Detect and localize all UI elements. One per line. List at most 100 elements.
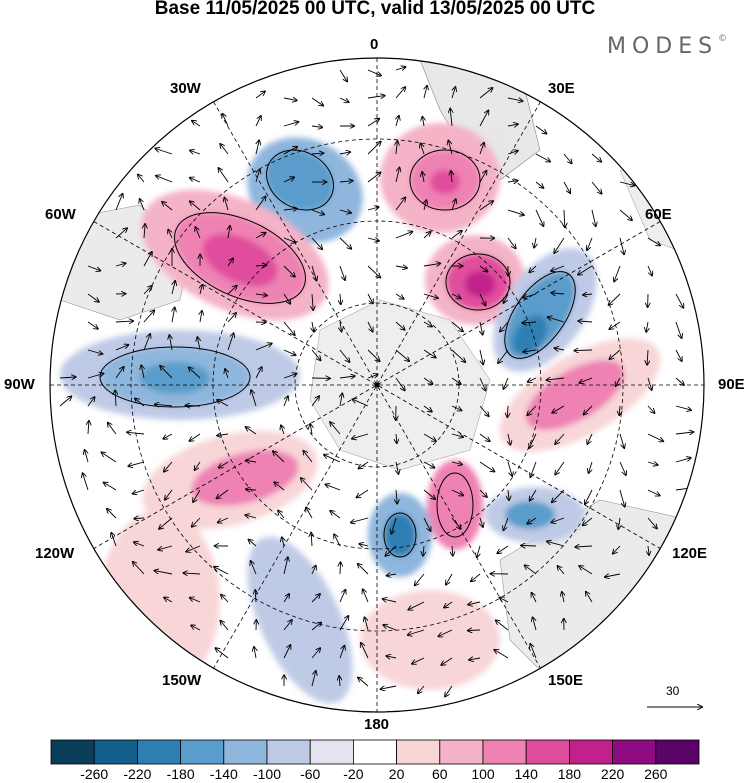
wind-vector [59,396,71,407]
lon-label-0: 0 [370,36,379,53]
wind-vector [423,517,431,531]
wind-vector [311,594,320,603]
colorbar-tick-label: 20 [388,766,405,782]
wind-vector [189,367,201,379]
wind-vector [422,172,424,183]
wind-vector [255,590,256,603]
wind-vector [254,647,256,659]
wind-vector [533,617,537,631]
colorbar-swatch [93,739,138,765]
wind-vector [160,366,173,379]
wind-vector [200,285,202,295]
wind-vector [507,405,508,417]
wind-vector [479,293,486,305]
wind-vector [115,194,123,211]
wind-vector [367,293,373,303]
wind-vector [451,293,461,298]
wind-vector [395,232,412,239]
wind-vector [358,678,369,687]
lon-label-180: 180 [364,716,390,733]
wind-vector [283,349,296,355]
wind-vector [169,335,172,351]
wind-vector [508,433,510,445]
wind-vector [468,602,481,605]
wind-vector [563,153,572,163]
colorbar-tick-label: -60 [300,766,321,782]
lon-label-90w: 90W [4,376,35,393]
positive-anomaly [427,460,483,550]
wind-vector [365,617,369,631]
wind-vector [255,233,266,239]
wind-vector [367,321,373,332]
wind-vector [547,541,565,547]
wind-vector [530,489,537,501]
wind-vector [675,321,682,338]
wind-vector [340,562,341,575]
wind-vector [217,489,229,498]
wind-vector [441,657,453,665]
wind-vector [529,433,537,448]
wind-vector [535,181,543,188]
wind-vector [312,293,313,310]
colorbar-swatch [223,739,268,765]
wind-vector [616,377,621,386]
wind-vector [140,199,145,211]
wind-vector [381,685,397,689]
wind-vector [530,644,537,659]
colorbar-tick-label: -20 [343,766,364,782]
wind-vector [648,545,649,555]
wind-vector [583,517,593,525]
wind-vector [339,237,351,249]
wind-vector [311,396,319,407]
wind-vector [675,377,684,385]
wind-vector [156,176,173,183]
wind-vector [605,574,621,577]
lon-label-120e: 120E [672,545,708,562]
wind-vector [134,518,145,519]
wind-vector [311,97,323,106]
wind-vector [451,434,463,437]
wind-vector [282,537,284,547]
wind-vector [528,378,537,382]
wind-vector [135,399,145,407]
wind-vector [535,209,544,226]
wind-vector [159,517,173,529]
wind-vector [527,405,537,415]
wind-vector [186,545,201,552]
wind-vector [395,168,400,183]
wind-vector [479,433,490,441]
wind-vector [59,377,76,378]
wind-vector [591,153,601,162]
wind-vector [283,645,291,659]
wind-vector [527,517,537,524]
wind-vector [523,293,537,298]
wind-vector [218,517,229,523]
wind-vector [564,209,565,227]
wind-vector [190,150,201,154]
wind-vector [507,151,518,154]
wind-vector [584,405,593,415]
wind-vector [451,321,463,331]
wind-vector [283,209,297,210]
wind-vector [330,511,341,519]
wind-vector [283,98,297,100]
wind-vector [283,177,294,183]
colorbar-swatch [137,739,182,765]
wind-vector [190,433,201,441]
wind-vector [647,462,658,465]
wind-vector [190,201,201,211]
wind-vector [197,337,200,351]
wind-vector [339,152,350,154]
wind-vector [324,455,341,463]
wind-vector [186,405,201,406]
positive-anomaly [100,510,220,690]
wind-vector [395,197,405,211]
wind-vector [339,210,351,213]
wind-vector [423,263,440,266]
wind-vector [367,96,385,98]
wind-vector [283,374,297,379]
wind-vector [395,321,405,330]
wind-vector [87,265,100,271]
vector-scale-label: 30 [666,684,680,698]
negative-anomaly [266,150,334,210]
